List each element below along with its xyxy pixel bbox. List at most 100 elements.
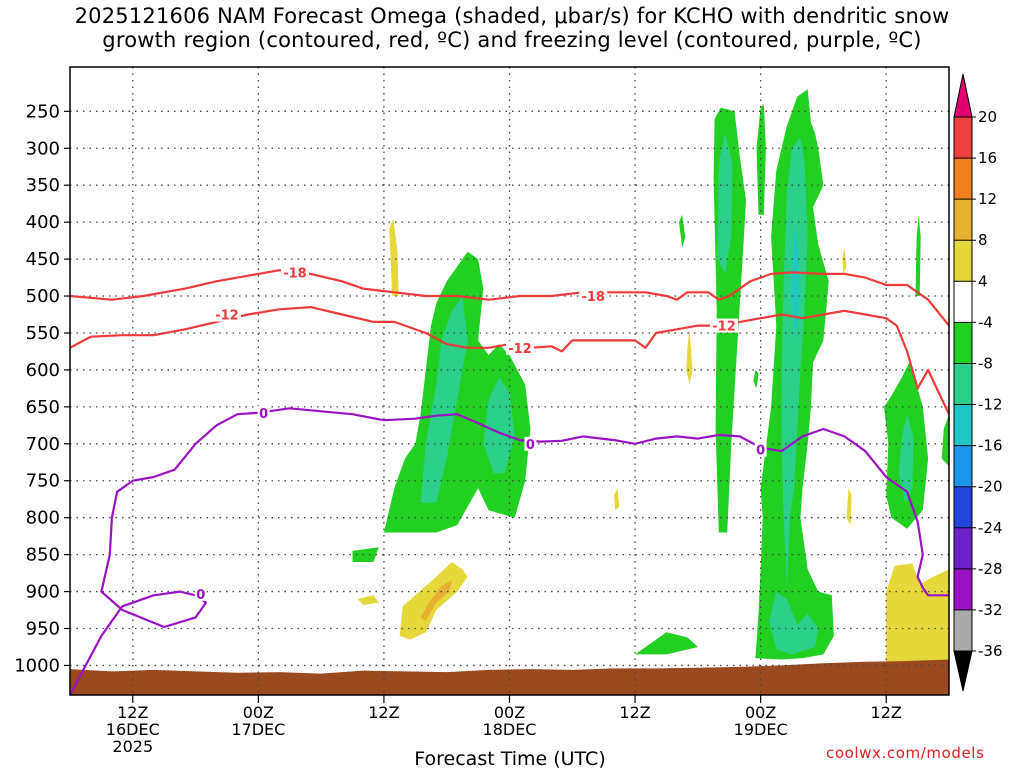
colorbar-label-3: 8 [978, 231, 988, 249]
omega-region-20 [389, 218, 399, 296]
y-tick-label-450: 450 [26, 249, 60, 270]
y-tick-label-250: 250 [26, 101, 60, 122]
x-tick-label-48-0: 00Z [494, 703, 525, 722]
colorbar-bin-8 [954, 404, 972, 446]
contour-label-8: 0 [756, 444, 765, 459]
x-tick-label-72-1: 19DEC [734, 720, 788, 739]
omega-region-25 [842, 248, 847, 274]
contour-label-bg-6 [257, 405, 270, 420]
colorbar-label-8: -16 [978, 437, 1003, 455]
terrain-surface [70, 659, 949, 695]
omega-region-6 [753, 369, 759, 389]
chart-title-line-2: growth region (contoured, red, ºC) and f… [102, 28, 922, 52]
y-tick-label-600: 600 [26, 360, 60, 381]
y-tick-label-750: 750 [26, 471, 60, 492]
contour-label-4: -12 [712, 320, 736, 335]
y-tick-label-900: 900 [26, 582, 60, 603]
omega-region-22 [614, 488, 620, 511]
colorbar-bin-2 [954, 158, 972, 200]
x-tick-label-12-0: 12Z [117, 703, 148, 722]
colorbar-label-1: 16 [978, 149, 997, 167]
chart-title: 2025121606 NAM Forecast Omega (shaded, μ… [0, 4, 1024, 52]
omega-region-19 [420, 580, 452, 622]
colorbar-label-9: -20 [978, 478, 1003, 496]
contour-label-bg-7 [524, 436, 537, 451]
contour-label-bg-2 [212, 307, 241, 322]
y-tick-label-850: 850 [26, 545, 60, 566]
omega-region-17 [941, 414, 949, 466]
colorbar-label-6: -8 [978, 354, 993, 372]
contour-label-bg-3 [505, 340, 534, 355]
omega-region-3 [352, 547, 379, 562]
y-tick-label-350: 350 [26, 175, 60, 196]
contour-label-2: -12 [215, 309, 239, 324]
colorbar-bin-1 [954, 117, 972, 159]
colorbar-bottom-arrow [953, 650, 973, 692]
credit-text: coolwx.com/models [826, 744, 985, 762]
colorbar-label-10: -24 [978, 519, 1003, 537]
y-axis: 250 300 350 400 450 500 550 600 650 700 750 800 850 9… [14, 101, 70, 676]
x-tick-label-60-0: 12Z [619, 703, 650, 722]
x-tick-label-12-2: 2025 [112, 737, 153, 756]
colorbar-label-4: 4 [978, 272, 988, 290]
colorbar-bin-10 [954, 486, 972, 528]
omega-region-21 [357, 595, 379, 605]
colorbar-bin-5 [954, 281, 972, 323]
omega-region-24 [846, 488, 852, 526]
omega-region-16 [915, 214, 921, 296]
x-tick-label-36-0: 12Z [368, 703, 399, 722]
colorbar-bin-3 [954, 199, 972, 241]
omega-region-4 [635, 632, 698, 655]
omega-region-13 [769, 591, 819, 655]
contour-labels: -18 -18 -12 -12 -12 0 0 0 0 [194, 265, 767, 603]
colorbar-top-arrow [953, 73, 973, 118]
colorbar-bin-6 [954, 322, 972, 364]
omega-region-8 [717, 133, 733, 274]
y-tick-label-800: 800 [26, 508, 60, 529]
colorbar-label-11: -28 [978, 560, 1003, 578]
contour-label-bg-4 [710, 318, 739, 333]
colorbar-bin-4 [954, 240, 972, 282]
colorbar-label-5: -4 [978, 313, 993, 331]
colorbar-label-2: 12 [978, 190, 997, 208]
contour-label-7: 0 [526, 438, 535, 453]
omega-region-5 [679, 214, 686, 248]
omega-region-2 [483, 377, 515, 474]
colorbar-bin-12 [954, 568, 972, 610]
y-tick-label-400: 400 [26, 212, 60, 233]
contour-label-5: 0 [196, 588, 205, 603]
x-tick-label-72-0: 00Z [745, 703, 776, 722]
x-tick-label-24-1: 17DEC [231, 720, 285, 739]
y-tick-label-550: 550 [26, 323, 60, 344]
omega-shading [352, 89, 949, 666]
chart-title-line-1: 2025121606 NAM Forecast Omega (shaded, μ… [74, 4, 950, 28]
contour-line-1 [70, 306, 949, 415]
y-tick-label-500: 500 [26, 286, 60, 307]
x-tick-label-84-0: 12Z [871, 703, 902, 722]
colorbar-bin-13 [954, 609, 972, 651]
y-tick-label-1000: 1000 [14, 655, 60, 676]
colorbar-bin-9 [954, 445, 972, 487]
x-tick-label-48-1: 18DEC [483, 720, 537, 739]
colorbar-label-13: -36 [978, 642, 1003, 660]
contour-label-bg-0 [280, 265, 309, 280]
gridlines [70, 67, 949, 695]
contour-label-bg-5 [194, 586, 207, 601]
omega-region-23 [686, 329, 693, 385]
omega-region-1 [420, 296, 468, 503]
colorbar-label-7: -12 [978, 396, 1003, 414]
y-tick-label-650: 650 [26, 397, 60, 418]
x-tick-label-24-0: 00Z [243, 703, 274, 722]
terrain-fill [70, 659, 949, 695]
colorbar-label-12: -32 [978, 601, 1003, 619]
y-tick-label-300: 300 [26, 138, 60, 159]
y-tick-label-950: 950 [26, 619, 60, 640]
contour-label-3: -12 [508, 342, 532, 357]
x-tick-label-12-1: 16DEC [106, 720, 160, 739]
contour-label-1: -18 [581, 290, 605, 305]
contour-label-0: -18 [283, 266, 307, 281]
contour-label-6: 0 [259, 407, 268, 422]
colorbar-bin-11 [954, 527, 972, 569]
